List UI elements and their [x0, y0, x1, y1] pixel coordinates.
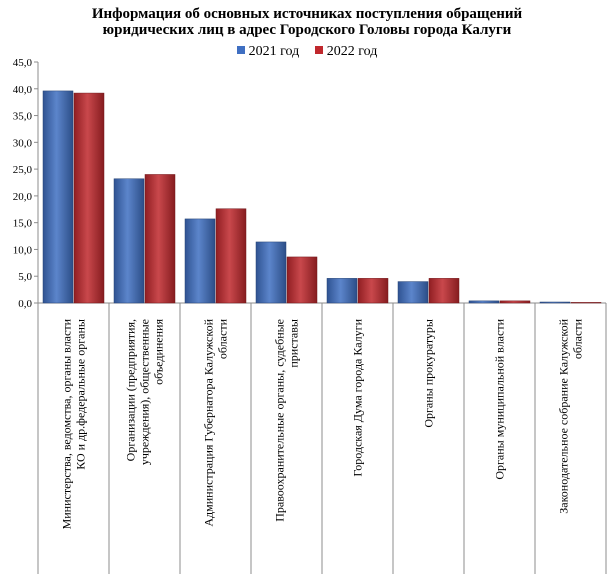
chart-title-line-1: Информация об основных источниках поступ… [91, 6, 523, 22]
category-label: области [571, 318, 585, 359]
y-tick-label: 15,0 [13, 218, 33, 230]
bar-2022 [286, 256, 318, 304]
legend-item-2022: 2022 год [314, 44, 378, 60]
bar-2022 [357, 278, 389, 304]
y-tick-label: 45,0 [13, 57, 33, 69]
category-label: Правоохранительные органы, судебные [273, 319, 287, 522]
legend: 2021 год 2022 год [0, 44, 614, 60]
bar-2021 [397, 281, 429, 304]
category-label: учреждения), общественные [138, 319, 152, 465]
bar-2022 [215, 208, 247, 304]
bar-2021 [468, 300, 500, 304]
category-label: Органы прокуратуры [422, 319, 436, 428]
category-label: Министерства, ведомства, органы власти [60, 318, 74, 529]
category-label: области [216, 318, 230, 359]
y-tick-label: 0,0 [18, 298, 32, 310]
bar-2021 [184, 218, 216, 304]
category-label: Администрация Губернатора Калужской [202, 318, 216, 526]
bar-2021 [539, 301, 571, 304]
category-label: Организации (предприятия, [124, 319, 138, 461]
legend-label-2022: 2022 год [326, 44, 378, 59]
bar-2021 [42, 90, 74, 304]
category-label: объединения [152, 319, 166, 385]
bar-2022 [144, 174, 176, 304]
category-label: приставы [287, 319, 301, 368]
bar-2021 [113, 178, 145, 304]
y-tick-label: 25,0 [13, 164, 33, 176]
category-label: Органы муниципальной власти [493, 318, 507, 479]
legend-label-2021: 2021 год [248, 44, 300, 59]
legend-swatch-2022 [314, 46, 323, 54]
bar-2022 [499, 300, 531, 304]
bar-2022 [570, 302, 602, 304]
y-tick-label: 5,0 [18, 271, 32, 283]
category-label: Законодательное собрание Калужской [557, 318, 571, 513]
bar-2022 [73, 92, 105, 304]
bar-2022 [428, 278, 460, 304]
bar-2021 [326, 278, 358, 304]
y-tick-label: 10,0 [13, 244, 33, 256]
y-tick-label: 40,0 [13, 84, 33, 96]
bar-2021 [255, 241, 287, 304]
chart-title-line-2: юридических лиц в адрес Городского Голов… [102, 22, 512, 38]
chart-title: Информация об основных источниках поступ… [0, 6, 614, 38]
category-label: КО и др.федеральные органы [74, 319, 88, 470]
legend-swatch-2021 [236, 46, 245, 54]
y-tick-label: 30,0 [13, 137, 33, 149]
y-tick-label: 20,0 [13, 191, 33, 203]
y-tick-label: 35,0 [13, 111, 33, 123]
legend-item-2021: 2021 год [236, 44, 300, 60]
category-label: Городская Дума города Калуги [351, 318, 365, 476]
